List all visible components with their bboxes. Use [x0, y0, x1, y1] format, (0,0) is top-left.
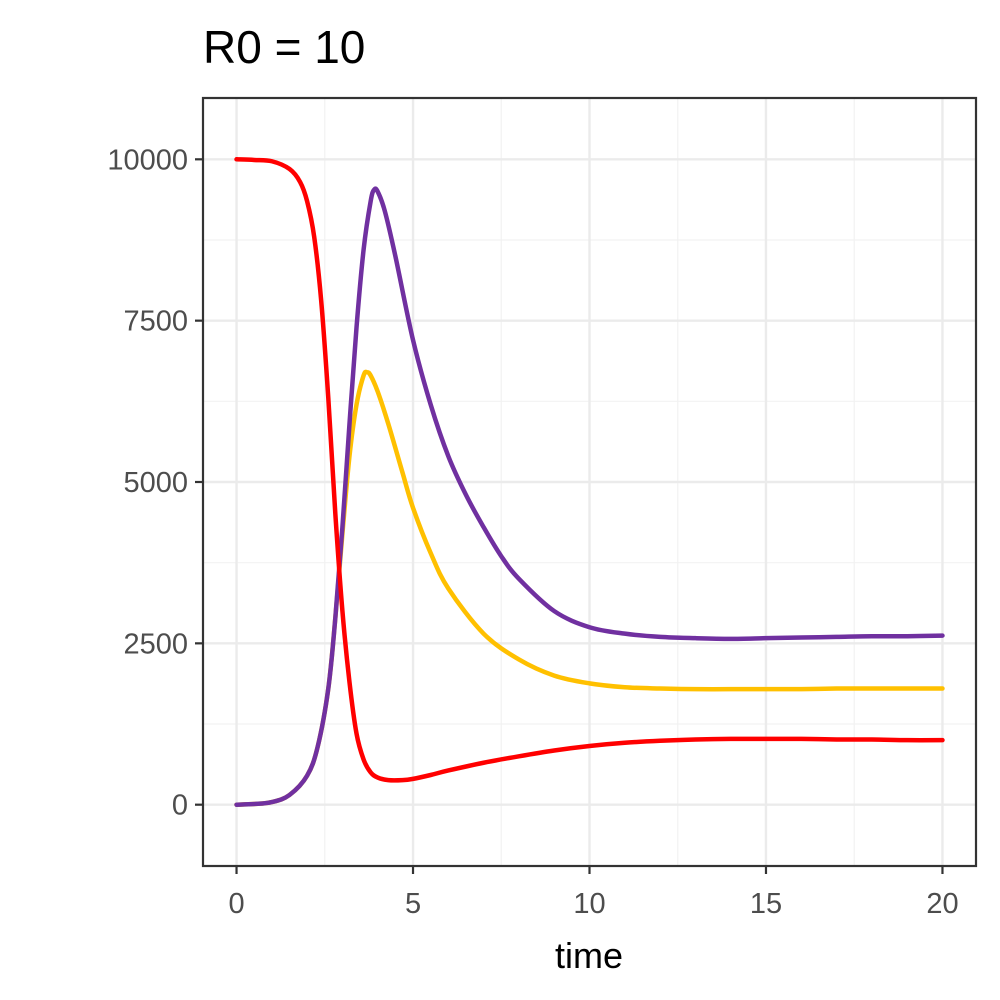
- y-tick-label: 5000: [123, 467, 188, 499]
- x-tick-label: 5: [405, 888, 421, 920]
- series-layer: [234, 157, 945, 807]
- x-tick-label: 10: [573, 888, 605, 920]
- x-axis-ticks: 0 5 10 15 20: [228, 866, 959, 920]
- series-line-0: [234, 157, 945, 783]
- x-tick-label: 15: [750, 888, 782, 920]
- x-tick-label: 20: [926, 888, 958, 920]
- x-tick-label: 0: [228, 888, 244, 920]
- y-axis-ticks: 0 2500 5000 7500 10000: [107, 144, 203, 822]
- x-axis-label: time: [555, 935, 623, 976]
- chart-title: R0 = 10: [203, 21, 365, 73]
- plot-panel: [201, 96, 978, 868]
- y-tick-label: 0: [172, 790, 188, 822]
- series-line-2: [234, 186, 945, 807]
- y-tick-label: 7500: [123, 306, 188, 338]
- y-tick-label: 2500: [123, 628, 188, 660]
- y-tick-label: 10000: [107, 144, 188, 176]
